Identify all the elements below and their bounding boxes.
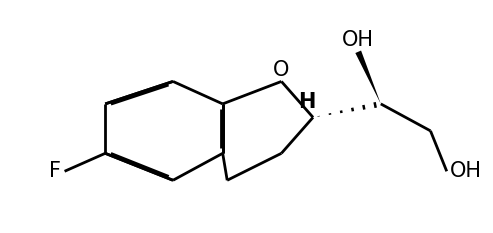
Text: F: F [49,161,61,181]
Text: H: H [298,92,315,112]
Polygon shape [355,51,381,104]
Text: O: O [273,60,289,80]
Text: OH: OH [342,30,374,50]
Text: OH: OH [450,161,482,181]
